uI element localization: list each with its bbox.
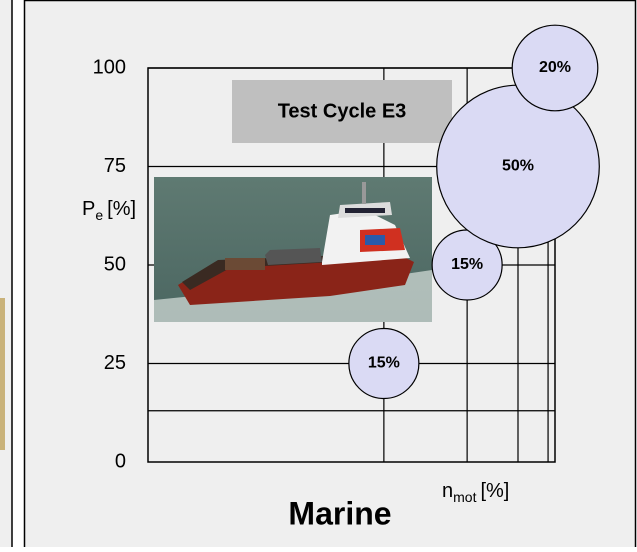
caption: Marine (288, 495, 391, 531)
bubble-label: 15% (451, 256, 483, 273)
previous-panel-item (0, 298, 5, 450)
y-tick-label: 50 (104, 253, 126, 275)
x-label-main: n (442, 480, 453, 502)
y-label-sub: e (95, 207, 103, 223)
y-label-unit: [%] (107, 198, 136, 220)
ship-photo (154, 177, 432, 322)
chart-title: Test Cycle E3 (278, 100, 407, 122)
x-label-unit: [%] (480, 480, 509, 502)
y-tick-label: 100 (93, 56, 126, 78)
y-tick-label: 25 (104, 352, 126, 374)
y-label-main: P (82, 198, 95, 220)
y-tick-label: 0 (115, 450, 126, 472)
previous-panel (0, 0, 12, 547)
figure: 0255075100 Test Cycle E3 Pe[%] nmot[%] M… (0, 0, 637, 547)
x-label-sub: mot (453, 489, 476, 505)
bubble-label: 15% (368, 355, 400, 372)
bubble-label: 20% (539, 59, 571, 76)
y-axis-label: Pe[%] (82, 198, 136, 222)
y-tick-label: 75 (104, 155, 126, 177)
bubble-label: 50% (502, 158, 534, 175)
